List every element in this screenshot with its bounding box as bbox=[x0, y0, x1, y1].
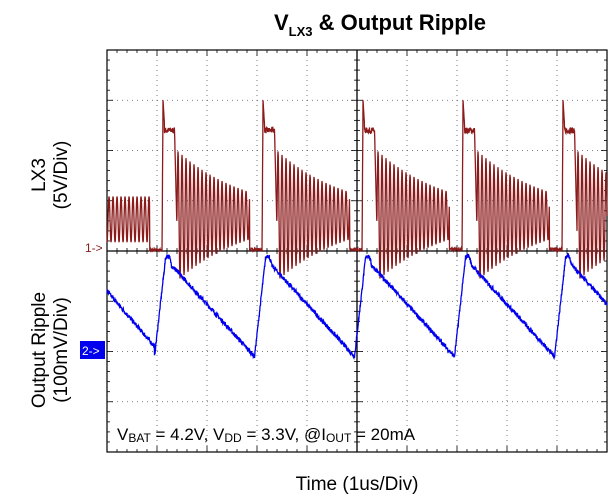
title-subscript: LX3 bbox=[289, 24, 313, 39]
xlabel: Time (1us/Div) bbox=[296, 474, 419, 495]
conditions-annotation: VBAT = 4.2V, VDD = 3.3V, @IOUT = 20mA bbox=[117, 425, 416, 445]
conditions-text: = 3.3V, @I bbox=[242, 425, 326, 444]
conditions-subscript: BAT bbox=[128, 431, 151, 445]
scope-grid bbox=[106, 49, 608, 453]
output-ripple-trace bbox=[106, 252, 608, 361]
conditions-text: = 20mA bbox=[351, 425, 415, 444]
conditions-text: = 4.2V, V bbox=[151, 425, 225, 444]
channel2-marker-box bbox=[80, 341, 105, 359]
ylabel-lx3: LX3 bbox=[29, 158, 50, 192]
ylabel-ripple: Output Ripple bbox=[29, 292, 50, 408]
conditions-subscript: OUT bbox=[326, 431, 352, 445]
channel2-marker: 2-> bbox=[82, 344, 100, 358]
chart-title: VLX3 & Output Ripple bbox=[274, 10, 486, 39]
title-rest: & Output Ripple bbox=[313, 10, 487, 35]
ylabel-ripple-scale: (100mV/Div) bbox=[51, 297, 72, 403]
ylabel-lx3-scale: (5V/Div) bbox=[51, 141, 72, 210]
conditions-text: V bbox=[117, 425, 129, 444]
conditions-subscript: DD bbox=[224, 431, 242, 445]
channel1-marker: 1-> bbox=[85, 241, 103, 255]
lx3-trace bbox=[106, 100, 608, 279]
title-main: V bbox=[274, 10, 289, 35]
